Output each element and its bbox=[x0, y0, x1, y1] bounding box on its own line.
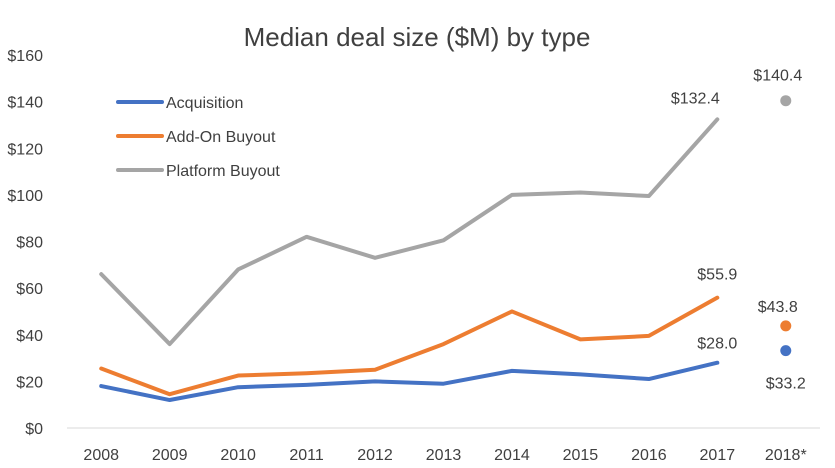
data-label-platform-buyout: $140.4 bbox=[753, 68, 802, 85]
x-tick-label: 2009 bbox=[152, 447, 188, 464]
series-line-acquisition bbox=[99, 360, 720, 403]
y-tick-label: $120 bbox=[7, 141, 43, 158]
data-labels: $28.0 $33.2 $55.9 $43.8 $132.4 $140.4 bbox=[671, 68, 806, 393]
series-line-platform-buyout bbox=[99, 117, 720, 347]
legend-label-add-on-buyout: Add-On Buyout bbox=[166, 129, 276, 146]
x-tick-label: 2016 bbox=[631, 447, 667, 464]
legend: Acquisition Add-On Buyout Platform Buyout bbox=[116, 95, 280, 180]
x-axis-ticks: 2008 2009 2010 2011 2012 2013 2014 2015 2016 2017… bbox=[83, 447, 806, 464]
point-2018-platform-buyout bbox=[780, 95, 792, 107]
y-tick-label: $60 bbox=[16, 281, 43, 298]
data-label-acquisition: $33.2 bbox=[766, 376, 806, 393]
x-tick-label: 2010 bbox=[220, 447, 256, 464]
data-label-platform-buyout: $132.4 bbox=[671, 90, 720, 107]
y-tick-label: $100 bbox=[7, 188, 43, 205]
legend-label-platform-buyout: Platform Buyout bbox=[166, 163, 280, 180]
x-tick-label: 2008 bbox=[83, 447, 119, 464]
data-label-add-on-buyout: $55.9 bbox=[697, 267, 737, 284]
chart-title: Median deal size ($M) by type bbox=[244, 22, 591, 52]
series-lines bbox=[99, 117, 720, 403]
point-2018-add-on-buyout bbox=[780, 320, 792, 332]
x-tick-label: 2018* bbox=[765, 447, 807, 464]
y-tick-label: $40 bbox=[16, 328, 43, 345]
series-line-add-on-buyout bbox=[99, 295, 720, 397]
y-axis-ticks: $0 $20 $40 $60 $80 $100 $120 $140 $160 bbox=[7, 48, 43, 438]
series-points bbox=[780, 95, 792, 357]
x-tick-label: 2011 bbox=[289, 447, 324, 464]
y-tick-label: $20 bbox=[16, 374, 43, 391]
legend-label-acquisition: Acquisition bbox=[166, 95, 243, 112]
x-tick-label: 2013 bbox=[426, 447, 462, 464]
y-tick-label: $80 bbox=[16, 235, 43, 252]
point-2018-acquisition bbox=[780, 345, 792, 357]
y-tick-label: $140 bbox=[7, 95, 43, 112]
data-label-acquisition: $28.0 bbox=[697, 336, 737, 353]
x-tick-label: 2017 bbox=[700, 447, 736, 464]
x-tick-label: 2015 bbox=[563, 447, 599, 464]
x-tick-label: 2014 bbox=[494, 447, 530, 464]
x-tick-label: 2012 bbox=[357, 447, 393, 464]
y-tick-label: $160 bbox=[7, 48, 43, 65]
y-tick-label: $0 bbox=[25, 421, 43, 438]
data-label-add-on-buyout: $43.8 bbox=[758, 299, 798, 316]
